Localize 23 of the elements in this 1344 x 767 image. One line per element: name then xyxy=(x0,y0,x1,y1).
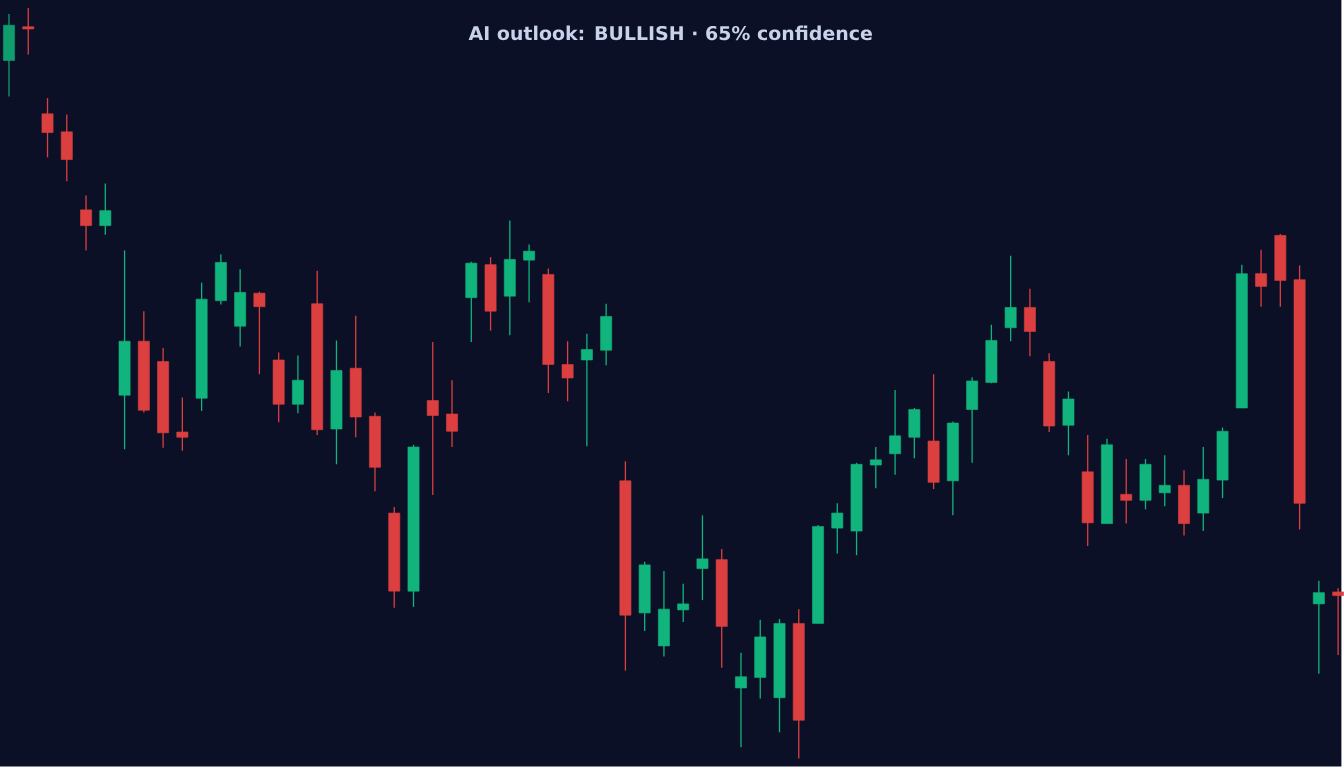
candlestick xyxy=(99,183,112,236)
candlestick xyxy=(869,446,882,490)
candlestick xyxy=(1120,458,1133,525)
candlestick xyxy=(253,291,266,376)
candlestick xyxy=(22,7,35,56)
candlestick xyxy=(735,652,747,749)
candlestick xyxy=(426,341,439,496)
candlestick xyxy=(677,583,690,623)
candlestick xyxy=(1255,249,1267,308)
text: AI outlook: BULLISH · 65% confidence xyxy=(468,25,872,41)
candlestick xyxy=(523,244,535,304)
candlestick xyxy=(1312,580,1325,675)
candlestick xyxy=(889,389,901,476)
candlestick xyxy=(831,502,844,555)
candlestick xyxy=(1004,255,1017,343)
candlestick xyxy=(41,97,54,159)
candlestick xyxy=(176,397,189,452)
candlestick xyxy=(446,379,458,448)
candlestick xyxy=(580,333,593,448)
candlestick xyxy=(561,340,574,403)
candlestick xyxy=(1158,454,1171,508)
candlestick xyxy=(696,514,709,602)
candlestick xyxy=(80,195,92,252)
